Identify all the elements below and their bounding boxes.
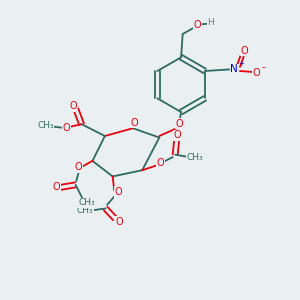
Text: O: O [253, 68, 261, 77]
Text: O: O [194, 20, 201, 30]
Text: O: O [52, 182, 60, 192]
Text: +: + [238, 61, 244, 67]
Text: O: O [63, 123, 70, 133]
Text: H: H [207, 18, 214, 27]
Text: O: O [240, 46, 248, 56]
Text: O: O [69, 101, 77, 111]
Text: O: O [114, 187, 122, 197]
Text: O: O [176, 119, 183, 129]
Text: O: O [174, 130, 181, 140]
Text: N: N [230, 64, 238, 74]
Text: O: O [116, 217, 123, 226]
Text: CH₃: CH₃ [77, 206, 94, 215]
Text: O: O [75, 162, 82, 172]
Text: O: O [130, 118, 138, 128]
Text: CH₃: CH₃ [37, 121, 54, 130]
Text: CH₃: CH₃ [78, 198, 95, 207]
Text: O: O [157, 158, 164, 168]
Text: -: - [262, 62, 266, 72]
Text: CH₃: CH₃ [186, 153, 203, 162]
